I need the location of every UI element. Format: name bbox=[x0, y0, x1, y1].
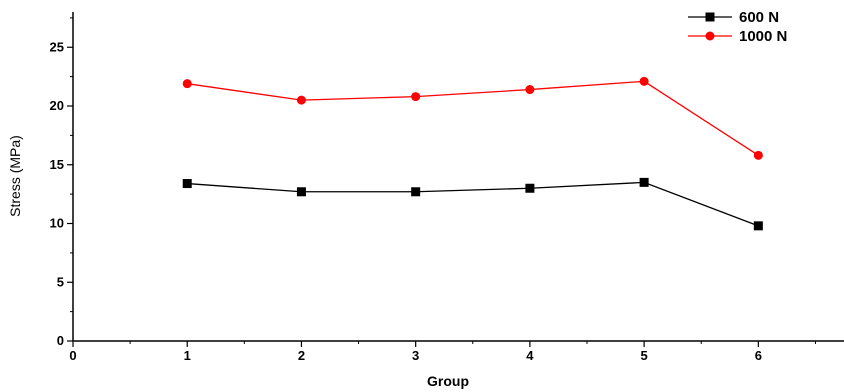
y-tick-label: 20 bbox=[50, 98, 64, 113]
data-point bbox=[411, 187, 421, 197]
x-tick-label: 5 bbox=[640, 348, 647, 363]
series-2 bbox=[182, 76, 763, 160]
x-tick-label: 0 bbox=[69, 348, 76, 363]
x-tick-label: 6 bbox=[755, 348, 762, 363]
data-point bbox=[296, 187, 306, 197]
series-line bbox=[187, 80, 759, 156]
data-point bbox=[411, 92, 421, 102]
x-tick-label: 1 bbox=[184, 348, 191, 363]
data-point bbox=[182, 79, 192, 89]
y-tick-label: 25 bbox=[50, 39, 64, 54]
x-axis-title: Group bbox=[427, 373, 469, 389]
data-point bbox=[753, 221, 763, 231]
legend-label: 1000 N bbox=[739, 28, 787, 45]
legend: 600 N 1000 N bbox=[688, 9, 787, 45]
y-tick-label: 5 bbox=[57, 274, 64, 289]
y-axis-title: Stress (MPa) bbox=[7, 135, 23, 217]
y-tick-label: 10 bbox=[50, 216, 64, 231]
x-tick-label: 3 bbox=[412, 348, 419, 363]
data-point bbox=[296, 95, 306, 105]
data-point bbox=[639, 76, 649, 86]
y-tick-label: 0 bbox=[57, 333, 64, 348]
axes: 0 5 10 15 20 25 0 1 2 3 4 5 6 bbox=[50, 12, 844, 363]
x-tick-label: 4 bbox=[526, 348, 534, 363]
legend-marker bbox=[705, 31, 715, 41]
series-line bbox=[187, 181, 759, 227]
data-point bbox=[182, 179, 192, 189]
series-layer bbox=[182, 76, 763, 231]
legend-label: 600 N bbox=[739, 9, 779, 26]
legend-marker bbox=[705, 12, 715, 22]
data-point bbox=[525, 183, 535, 193]
y-tick-label: 15 bbox=[50, 157, 64, 172]
series-1 bbox=[182, 177, 763, 231]
data-point bbox=[639, 177, 649, 187]
data-point bbox=[525, 85, 535, 95]
x-tick-label: 2 bbox=[298, 348, 305, 363]
data-point bbox=[753, 150, 763, 160]
